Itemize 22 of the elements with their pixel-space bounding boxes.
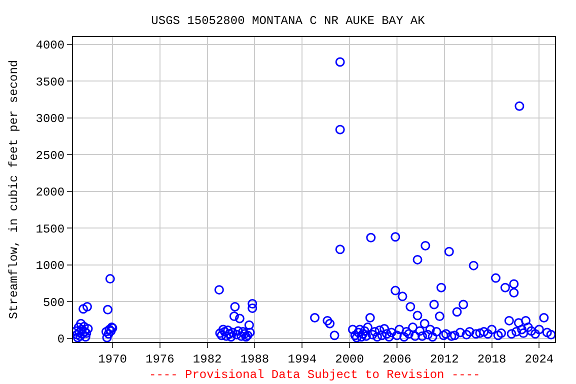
x-tick-label: 2018: [477, 352, 506, 366]
y-tick-label: 1000: [36, 259, 65, 274]
x-tick-label: 1970: [98, 352, 127, 366]
x-tick-label: 2012: [430, 352, 459, 366]
y-tick-label: 3500: [36, 75, 65, 90]
x-tick-label: 2000: [335, 352, 364, 366]
text: ---- Provisional Data Subject to Revision ----: [149, 368, 480, 382]
y-tick-label: 500: [42, 296, 65, 310]
y-tick-label: 0: [57, 332, 65, 347]
y-tick-label: 3000: [36, 112, 65, 126]
y-tick-label: 1500: [36, 222, 65, 236]
x-tick-label: 2006: [382, 352, 412, 366]
x-tick-label: 2024: [524, 352, 554, 366]
y-tick-label: 2000: [36, 186, 65, 200]
x-tick-label: 1994: [288, 352, 317, 366]
x-tick-label: 1982: [192, 352, 222, 366]
chart-title: USGS 15052800 MONTANA C NR AUKE BAY AK: [151, 14, 426, 28]
y-tick-label: 2500: [36, 148, 65, 163]
x-tick-label: 1988: [240, 352, 270, 366]
y-tick-label: 4000: [36, 38, 65, 53]
x-tick-label: 1976: [146, 352, 174, 366]
y-axis-title: Streamflow, in cubic feet per second: [7, 60, 22, 320]
